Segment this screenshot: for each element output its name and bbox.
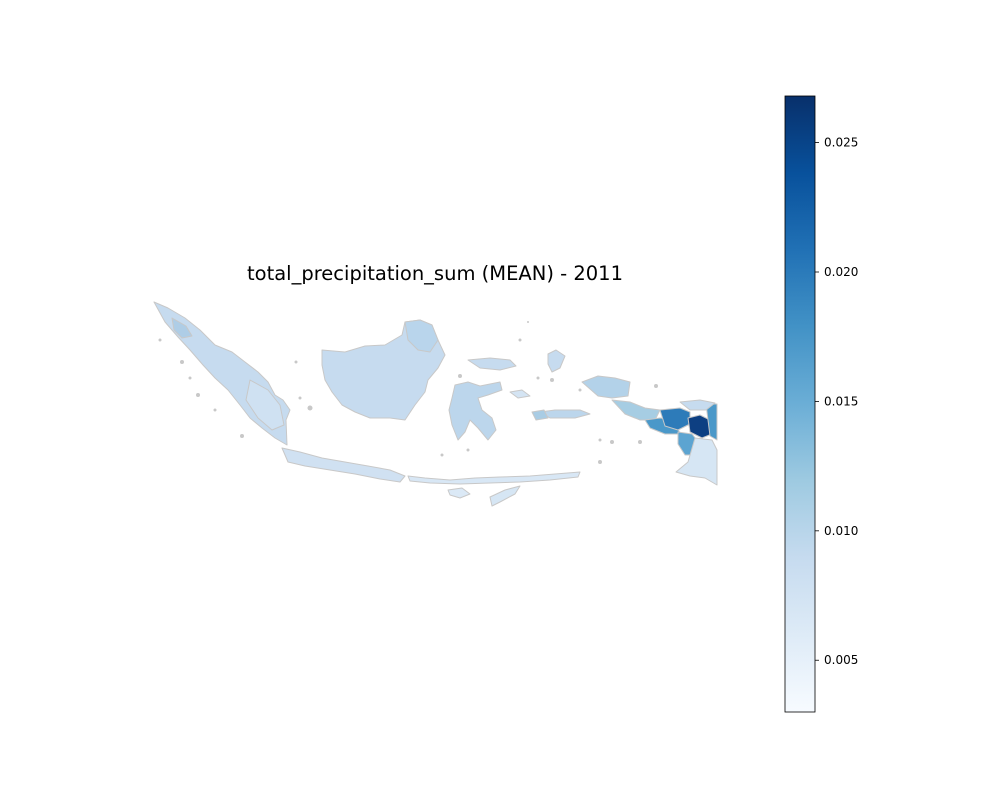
small-islands [158, 321, 658, 464]
region-sulawesi-north [467, 357, 517, 371]
colorbar-gradient [784, 95, 816, 713]
region-nusa-tenggara [407, 471, 581, 485]
colorbar-tick-label: 0.005 [824, 653, 858, 667]
region-papua-west [611, 399, 661, 421]
region-maluku-islands [509, 389, 531, 399]
region-papua-merauke [675, 437, 718, 486]
colorbar-tick-label: 0.015 [824, 394, 858, 408]
region-java [281, 447, 406, 483]
region-seram [539, 409, 591, 419]
region-sumatra-south [245, 379, 285, 431]
colorbar-tick-label: 0.010 [824, 524, 858, 538]
region-sumatra-aceh [171, 317, 193, 339]
region-timor [489, 485, 521, 507]
region-papua-east [705, 403, 718, 441]
map-title: total_precipitation_sum (MEAN) - 2011 [247, 262, 623, 285]
region-papua-bird-head [581, 375, 631, 399]
region-sumba [447, 487, 471, 499]
region-halmahera [547, 349, 566, 373]
colorbar-tick-label: 0.020 [824, 265, 858, 279]
region-sulawesi [448, 381, 503, 441]
region-papua-north [679, 399, 716, 411]
colorbar: 0.005 0.010 0.015 0.020 0.025 [784, 95, 858, 713]
region-buru [531, 409, 549, 421]
colorbar-tick-label: 0.025 [824, 136, 858, 150]
colorbar-ticks: 0.005 0.010 0.015 0.020 0.025 [815, 136, 858, 667]
region-kalimantan-north [404, 319, 439, 353]
